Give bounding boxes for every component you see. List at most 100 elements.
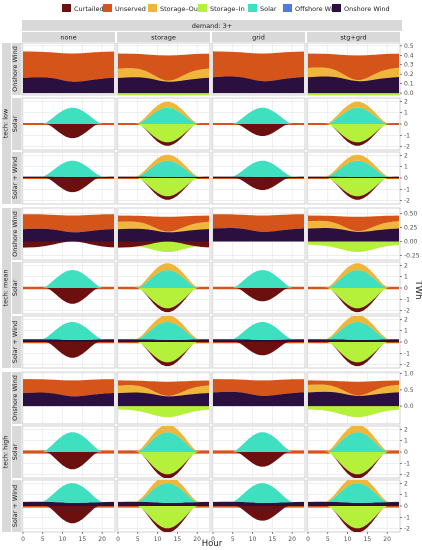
- area-solar: [118, 322, 209, 340]
- y-tick-label: 1: [404, 110, 408, 117]
- area-onshore-wind: [23, 228, 114, 242]
- inner-row-strip-label: Onshore Wind: [11, 46, 19, 92]
- y-tick-label: 1.0: [404, 371, 414, 378]
- panel: [211, 479, 306, 533]
- x-tick-label: 5: [231, 536, 235, 543]
- panel: [306, 261, 401, 315]
- area-unserved: [118, 380, 209, 396]
- legend-swatch: [283, 4, 292, 12]
- area-storage-out: [118, 426, 209, 452]
- y-tick-label: 1: [404, 274, 408, 281]
- column-strip-label: grid: [252, 34, 265, 42]
- inner-row-strip: [12, 262, 21, 314]
- area-storage-out: [118, 385, 209, 397]
- y-tick-label: -1: [404, 296, 410, 303]
- area-storage-in: [118, 93, 209, 95]
- y-tick-label: 0.2: [404, 71, 414, 78]
- legend-label: Unserved: [115, 5, 146, 13]
- panel: [211, 425, 306, 479]
- y-tick-label: -1: [404, 132, 410, 139]
- y-tick-label: 0.0: [404, 90, 414, 97]
- column-strip: [22, 32, 115, 42]
- area-storage-in: [308, 93, 399, 95]
- area-curtailed: [23, 124, 114, 139]
- area-storage-in: [118, 288, 209, 309]
- y-tick-label: 0.1: [404, 81, 414, 88]
- inner-row-strip: [12, 480, 21, 532]
- x-tick-label: 15: [364, 536, 372, 543]
- legend-label: Offshore Wind: [295, 5, 341, 13]
- panel: [211, 151, 306, 205]
- legend: Curtailed Unserved Storage–Out Storage–In So…: [62, 4, 390, 13]
- area-solar: [308, 322, 399, 340]
- inner-row-strip-label: Onshore Wind: [11, 375, 19, 421]
- area-storage-out: [118, 101, 209, 124]
- x-tick-label: 20: [193, 536, 201, 543]
- area-unserved: [23, 379, 114, 397]
- area-onshore-wind: [118, 77, 209, 94]
- area-onshore-wind: [213, 228, 304, 242]
- area-onshore-wind: [118, 339, 209, 342]
- area-solar: [213, 432, 304, 452]
- inner-row-strip-label: Solar: [11, 279, 19, 296]
- area-solar: [118, 107, 209, 124]
- panel: [306, 315, 401, 369]
- area-storage-out: [118, 154, 209, 177]
- x-axes: 0 5 10 15 20 0 5 10 15 20 0 5 10 15 20 0 5 10 15 20: [21, 532, 391, 543]
- y-tick-label: -2: [404, 198, 410, 205]
- y-tick-label: 1: [404, 492, 408, 499]
- area-storage-out: [308, 263, 399, 288]
- panel: [211, 371, 306, 425]
- y-tick-label: -2: [404, 144, 410, 151]
- area-unserved: [118, 215, 209, 232]
- area-storage-out: [308, 67, 399, 82]
- area-curtailed: [23, 241, 114, 248]
- area-solar: [118, 432, 209, 452]
- y-tick-label: 1: [404, 438, 408, 445]
- legend-swatch: [103, 4, 112, 12]
- panel: [21, 97, 116, 151]
- panel: [116, 42, 211, 96]
- x-tick-label: 15: [174, 536, 182, 543]
- area-solar: [213, 270, 304, 288]
- panel: [116, 261, 211, 315]
- area-curtailed: [23, 452, 114, 470]
- area-curtailed: [213, 178, 304, 190]
- x-tick-label: 0: [116, 536, 120, 543]
- panel: [211, 42, 306, 96]
- column-strip-label: none: [60, 34, 76, 42]
- area-storage-in: [308, 452, 399, 475]
- legend-item: Solar: [248, 4, 277, 13]
- panel: [116, 425, 211, 479]
- x-tick-label: 5: [136, 536, 140, 543]
- area-storage-out: [118, 68, 209, 82]
- legend-item: Curtailed: [62, 4, 104, 13]
- column-strip-label: stg+grd: [340, 34, 366, 42]
- area-storage-in: [118, 406, 209, 418]
- y-tick-label: 1: [404, 328, 408, 335]
- area-onshore-wind: [308, 76, 399, 94]
- legend-label: Storage–Out: [160, 5, 201, 13]
- panel: [116, 207, 211, 261]
- column-strip: [117, 32, 210, 42]
- y-tick-label: -2: [404, 472, 410, 479]
- panel: [211, 315, 306, 369]
- area-onshore-wind: [23, 339, 114, 342]
- x-tick-label: 20: [98, 536, 106, 543]
- area-onshore-wind: [308, 228, 399, 242]
- outer-row-strip-label: tech: mean: [2, 270, 10, 307]
- y-tick-label: 0: [404, 339, 408, 346]
- column-strip-label: storage: [151, 34, 176, 42]
- y-tick-label: -1: [404, 350, 410, 357]
- area-solar: [308, 107, 399, 124]
- y-tick-label: 2: [404, 98, 408, 105]
- legend-label: Curtailed: [74, 5, 104, 13]
- inner-row-strip-label: Onshore Wind: [11, 211, 19, 257]
- area-storage-out: [308, 316, 399, 340]
- panel: [306, 479, 401, 533]
- y-tick-label: 0.3: [404, 62, 414, 69]
- panel: [306, 425, 401, 479]
- panel: [21, 315, 116, 369]
- y-tick-label: 2: [404, 152, 408, 159]
- panel: [21, 479, 116, 533]
